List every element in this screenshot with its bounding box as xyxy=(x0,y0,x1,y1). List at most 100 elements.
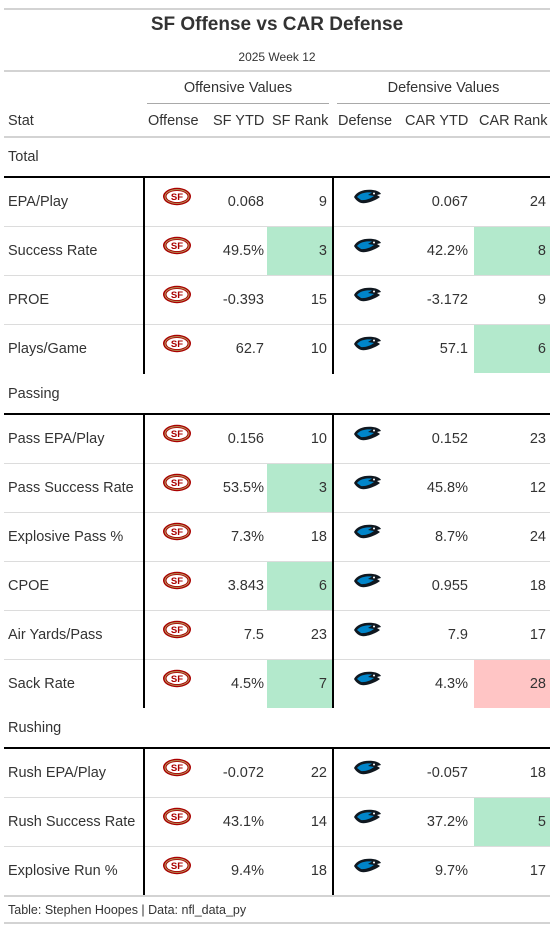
stat-label: Sack Rate xyxy=(8,676,75,692)
svg-text:SF: SF xyxy=(171,192,183,203)
stat-label: Plays/Game xyxy=(8,341,87,357)
49ers-helmet-logo-icon: SF xyxy=(162,611,192,659)
car-ytd-value: -3.172 xyxy=(426,292,468,308)
car-ytd-value: 7.9 xyxy=(447,627,468,643)
car-rank-cell: 18 xyxy=(529,578,546,594)
sf-rank-cell: 7 xyxy=(267,660,333,708)
sf-ytd-value: 49.5% xyxy=(222,243,264,259)
stat-label: CPOE xyxy=(8,578,50,594)
stat-label: Air Yards/Pass xyxy=(8,627,103,643)
stat-label: Pass EPA/Play xyxy=(8,431,105,447)
svg-text:SF: SF xyxy=(171,241,183,252)
defense-logo-cell xyxy=(335,798,399,846)
49ers-helmet-logo-icon: SF xyxy=(162,276,192,324)
49ers-helmet-logo-icon: SF xyxy=(162,513,192,561)
row-divider xyxy=(4,610,550,611)
table-row: 18 17 Explosive Run % SF 9.4% 9.7% xyxy=(4,847,550,896)
panthers-logo-icon xyxy=(352,513,382,561)
defense-logo-cell xyxy=(335,178,399,226)
sf-rank-cell: 22 xyxy=(310,765,327,781)
offense-logo-cell: SF xyxy=(145,464,209,512)
table-row: 10 23 Pass EPA/Play SF 0.156 0.152 xyxy=(4,415,550,464)
defense-logo-cell xyxy=(335,325,399,373)
sf-ytd-value: 53.5% xyxy=(222,480,264,496)
sf-rank-cell: 18 xyxy=(310,863,327,879)
sf-rank-cell: 10 xyxy=(310,431,327,447)
car-ytd-value: 4.3% xyxy=(434,676,468,692)
row-divider xyxy=(4,324,550,325)
row-divider xyxy=(4,846,550,847)
stat-label: PROE xyxy=(8,292,50,308)
col-header-offense: Offense xyxy=(148,113,199,129)
table-row: 15 9 PROE SF -0.393 -3.172 xyxy=(4,276,550,325)
group-label-rushing: Rushing xyxy=(8,720,62,736)
col-header-sf-ytd: SF YTD xyxy=(213,113,265,129)
car-ytd-value: 0.152 xyxy=(431,431,468,447)
divider-offense-rushing xyxy=(143,749,145,895)
sf-rank-cell: 14 xyxy=(310,814,327,830)
sf-ytd-value: 62.7 xyxy=(235,341,264,357)
table-row: 7 28 Sack Rate SF 4.5% 4.3% xyxy=(4,660,550,709)
sf-ytd-value: 43.1% xyxy=(222,814,264,830)
svg-text:SF: SF xyxy=(171,429,183,440)
defense-logo-cell xyxy=(335,749,399,797)
sf-rank-cell: 3 xyxy=(267,464,333,512)
49ers-helmet-logo-icon: SF xyxy=(162,749,192,797)
footer-rule xyxy=(4,922,550,924)
panthers-logo-icon xyxy=(352,415,382,463)
row-divider xyxy=(4,275,550,276)
offense-logo-cell: SF xyxy=(145,178,209,226)
table-row: 3 8 Success Rate SF 49.5% 42.2% xyxy=(4,227,550,276)
car-rank-cell: 28 xyxy=(474,660,550,708)
offense-logo-cell: SF xyxy=(145,660,209,708)
stat-label: Success Rate xyxy=(8,243,98,259)
defensive-values-spanner: Defensive Values xyxy=(387,80,500,96)
svg-text:SF: SF xyxy=(171,812,183,823)
divider-offense-passing xyxy=(143,415,145,708)
offense-logo-cell: SF xyxy=(145,325,209,373)
divider-defense-passing xyxy=(332,415,334,708)
bottom-rule xyxy=(4,895,550,897)
header-rule xyxy=(4,136,550,138)
panthers-logo-icon xyxy=(352,325,382,373)
row-divider xyxy=(4,797,550,798)
car-ytd-value: 0.067 xyxy=(431,194,468,210)
offense-logo-cell: SF xyxy=(145,513,209,561)
offense-logo-cell: SF xyxy=(145,847,209,895)
row-divider xyxy=(4,463,550,464)
divider-defense-rushing xyxy=(332,749,334,895)
49ers-helmet-logo-icon: SF xyxy=(162,227,192,275)
panthers-logo-icon xyxy=(352,660,382,708)
49ers-helmet-logo-icon: SF xyxy=(162,325,192,373)
table-row: 23 17 Air Yards/Pass SF 7.5 7.9 xyxy=(4,611,550,660)
car-ytd-value: 45.8% xyxy=(426,480,468,496)
table-row: 9 24 EPA/Play SF 0.068 0.067 xyxy=(4,178,550,227)
car-ytd-value: 57.1 xyxy=(439,341,468,357)
panthers-logo-icon xyxy=(352,227,382,275)
49ers-helmet-logo-icon: SF xyxy=(162,847,192,895)
49ers-helmet-logo-icon: SF xyxy=(162,660,192,708)
defense-logo-cell xyxy=(335,847,399,895)
stat-label: Explosive Pass % xyxy=(8,529,124,545)
stat-label: Pass Success Rate xyxy=(8,480,134,496)
defense-logo-cell xyxy=(335,611,399,659)
row-divider xyxy=(4,226,550,227)
car-ytd-value: 8.7% xyxy=(434,529,468,545)
offense-logo-cell: SF xyxy=(145,798,209,846)
defensive-spanner-line xyxy=(337,103,550,104)
49ers-helmet-logo-icon: SF xyxy=(162,798,192,846)
table-title: SF Offense vs CAR Defense xyxy=(150,14,404,35)
panthers-logo-icon xyxy=(352,178,382,226)
table-row: 3 12 Pass Success Rate SF 53.5% 45.8% xyxy=(4,464,550,513)
row-divider xyxy=(4,512,550,513)
stat-label: Rush EPA/Play xyxy=(8,765,107,781)
car-ytd-value: 0.955 xyxy=(431,578,468,594)
panthers-logo-icon xyxy=(352,611,382,659)
offense-logo-cell: SF xyxy=(145,276,209,324)
svg-text:SF: SF xyxy=(171,527,183,538)
sf-ytd-value: 7.5 xyxy=(243,627,264,643)
sf-rank-cell: 10 xyxy=(310,341,327,357)
source-note: Table: Stephen Hoopes | Data: nfl_data_p… xyxy=(8,903,247,917)
divider-offense-total xyxy=(143,178,145,374)
col-header-car-rank: CAR Rank xyxy=(479,113,548,129)
